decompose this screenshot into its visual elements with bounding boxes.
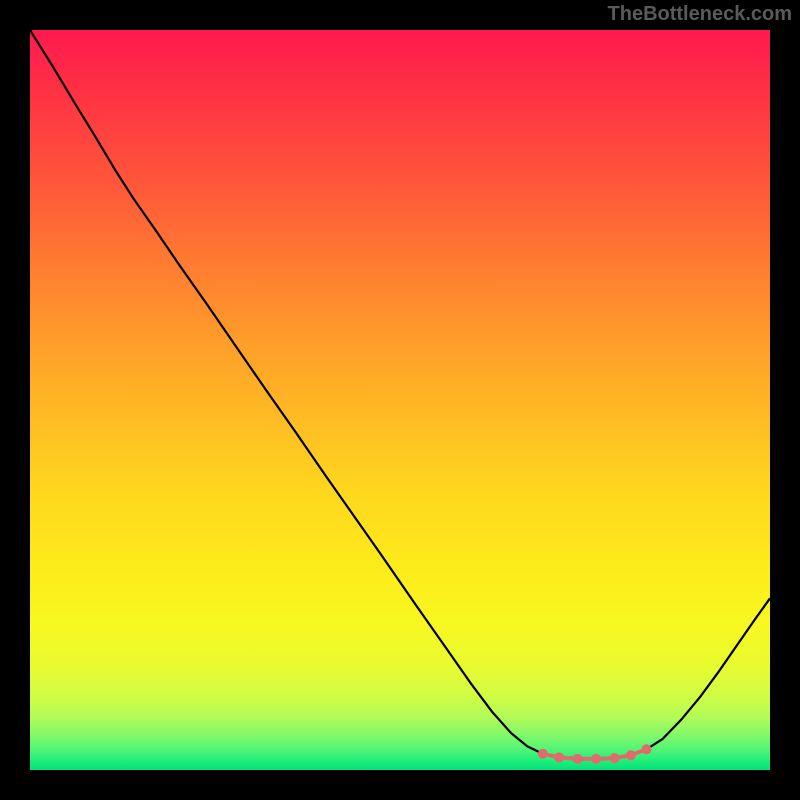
- main-curve: [30, 30, 770, 759]
- valley-marker: [554, 752, 564, 762]
- valley-marker: [610, 753, 620, 763]
- valley-marker: [591, 754, 601, 764]
- valley-marker: [641, 744, 651, 754]
- valley-marker: [573, 754, 583, 764]
- chart-container: TheBottleneck.com: [0, 0, 800, 800]
- valley-marker: [626, 750, 636, 760]
- data-curve: [30, 30, 770, 770]
- valley-marker: [538, 749, 548, 759]
- plot-area: [30, 30, 770, 770]
- attribution-text: TheBottleneck.com: [608, 3, 792, 26]
